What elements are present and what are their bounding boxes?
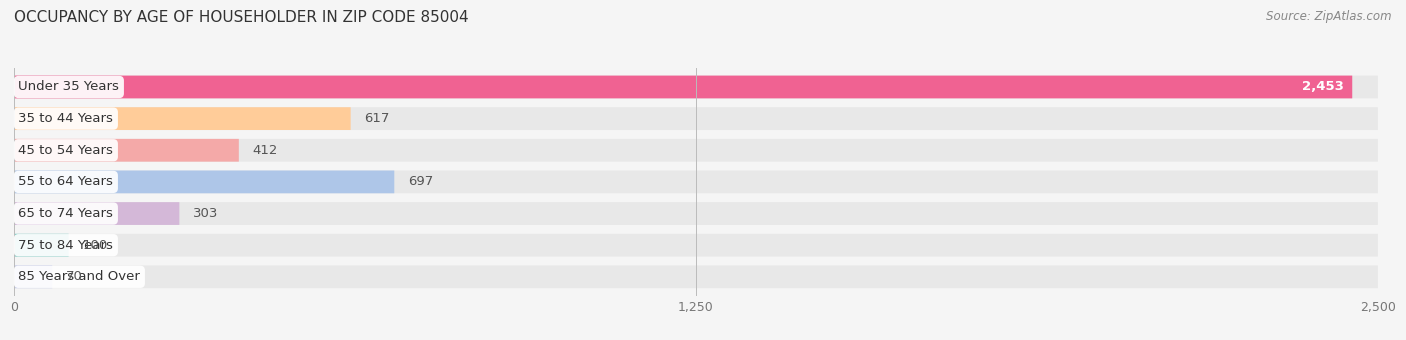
FancyBboxPatch shape [14, 107, 350, 130]
FancyBboxPatch shape [14, 75, 1353, 98]
Text: 617: 617 [364, 112, 389, 125]
Text: Under 35 Years: Under 35 Years [18, 81, 120, 94]
Text: 45 to 54 Years: 45 to 54 Years [18, 144, 114, 157]
Text: 85 Years and Over: 85 Years and Over [18, 270, 141, 283]
Text: Source: ZipAtlas.com: Source: ZipAtlas.com [1267, 10, 1392, 23]
Text: 55 to 64 Years: 55 to 64 Years [18, 175, 114, 188]
Text: OCCUPANCY BY AGE OF HOUSEHOLDER IN ZIP CODE 85004: OCCUPANCY BY AGE OF HOUSEHOLDER IN ZIP C… [14, 10, 468, 25]
FancyBboxPatch shape [14, 266, 1378, 288]
FancyBboxPatch shape [14, 139, 239, 162]
FancyBboxPatch shape [14, 234, 1378, 257]
Text: 412: 412 [253, 144, 278, 157]
FancyBboxPatch shape [14, 75, 1378, 98]
FancyBboxPatch shape [14, 171, 394, 193]
FancyBboxPatch shape [14, 107, 1378, 130]
Text: 65 to 74 Years: 65 to 74 Years [18, 207, 114, 220]
Text: 697: 697 [408, 175, 433, 188]
Text: 100: 100 [82, 239, 107, 252]
FancyBboxPatch shape [14, 139, 1378, 162]
Text: 75 to 84 Years: 75 to 84 Years [18, 239, 114, 252]
Text: 303: 303 [193, 207, 218, 220]
FancyBboxPatch shape [14, 171, 1378, 193]
FancyBboxPatch shape [14, 234, 69, 257]
Text: 35 to 44 Years: 35 to 44 Years [18, 112, 114, 125]
Text: 70: 70 [66, 270, 83, 283]
FancyBboxPatch shape [14, 202, 1378, 225]
FancyBboxPatch shape [14, 202, 180, 225]
FancyBboxPatch shape [14, 266, 52, 288]
Text: 2,453: 2,453 [1302, 81, 1344, 94]
